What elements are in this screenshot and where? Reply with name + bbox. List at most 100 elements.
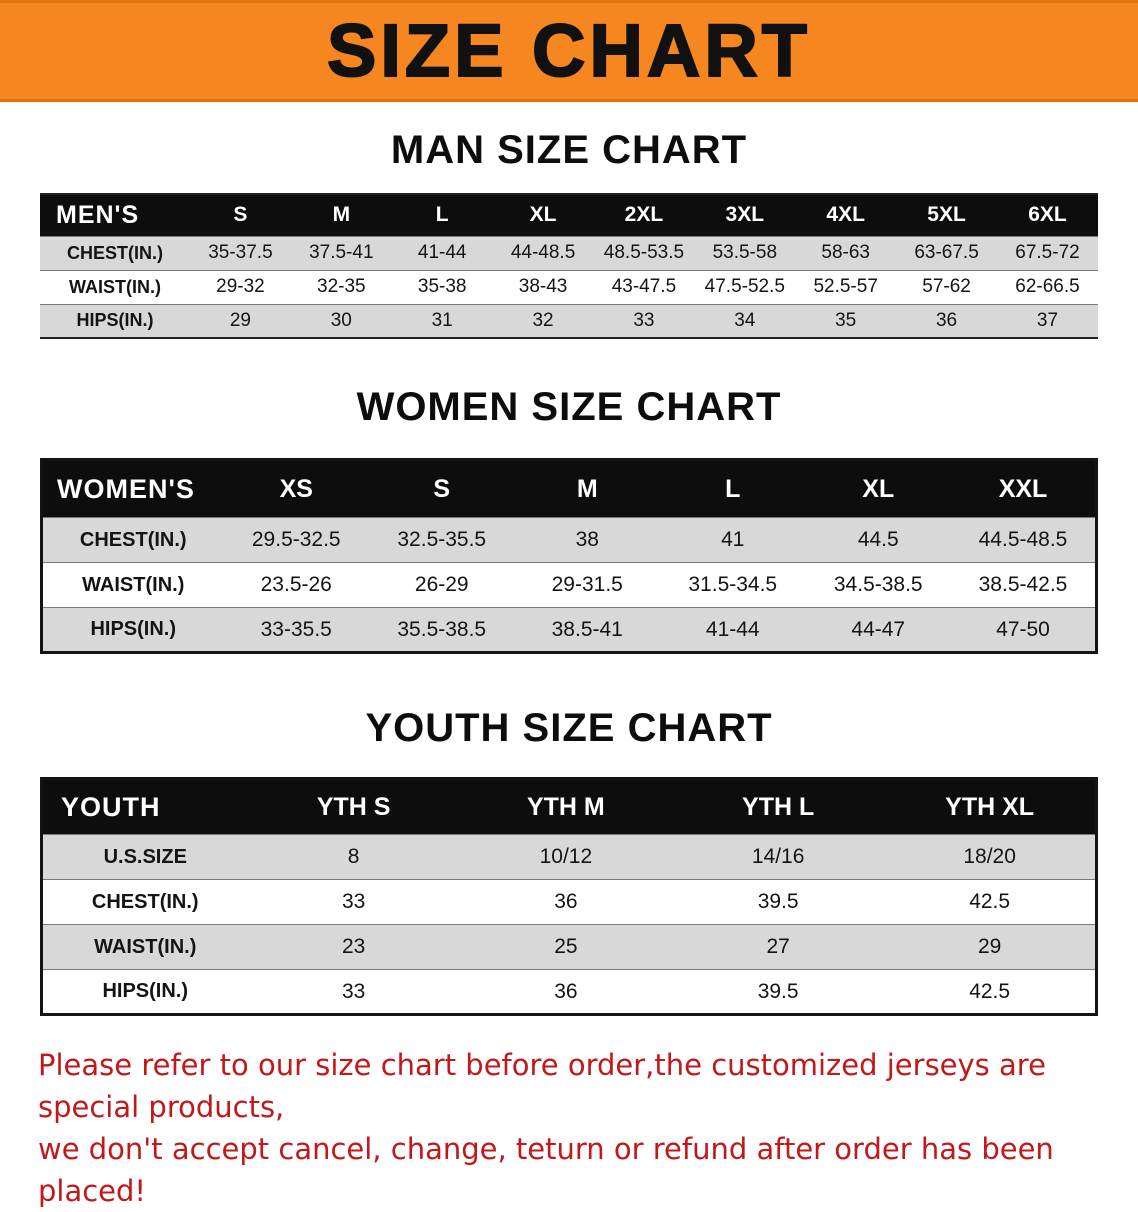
value-cell: 33 xyxy=(341,979,366,1003)
value-cell: 29-32 xyxy=(216,276,265,297)
size-column-header: YTH L xyxy=(672,778,885,835)
banner-title: SIZE CHART xyxy=(326,9,811,92)
table-header-row: YOUTH YTH S YTH M YTH L YTH XL xyxy=(41,778,1097,835)
size-column-header: 2XL xyxy=(593,194,695,236)
value-cell: 8 xyxy=(347,845,360,868)
table-row: WAIST(IN.) 23 25 27 29 xyxy=(41,924,1097,970)
row-label-cell: WAIST(IN.) xyxy=(94,935,197,958)
value-cell: 63-67.5 xyxy=(914,242,979,263)
value-cell: 42.5 xyxy=(969,890,1011,913)
value-cell: 32.5-35.5 xyxy=(397,528,487,551)
size-column-header: 6XL xyxy=(997,194,1098,236)
value-cell: 37 xyxy=(1036,309,1059,331)
size-column-header: 3XL xyxy=(694,194,796,236)
table-row: CHEST(IN.) 29.5-32.5 32.5-35.5 38 41 44.5 44.5… xyxy=(41,517,1097,563)
size-column-header: YTH S xyxy=(247,778,460,835)
size-column-header: XL xyxy=(492,194,594,236)
men-section-heading: MAN SIZE CHART xyxy=(390,128,748,172)
table-title-cell: YOUTH xyxy=(41,778,248,835)
women-section-heading: WOMEN SIZE CHART xyxy=(356,385,782,429)
table-row: HIPS(IN.) 29 30 31 32 33 34 35 36 37 xyxy=(40,304,1098,338)
value-cell: 58-63 xyxy=(821,242,870,263)
value-cell: 29-31.5 xyxy=(551,573,623,596)
value-cell: 42.5 xyxy=(969,979,1011,1003)
value-cell: 31 xyxy=(431,309,453,331)
value-cell: 67.5-72 xyxy=(1015,242,1080,263)
value-cell: 57-62 xyxy=(922,276,971,297)
value-cell: 36 xyxy=(935,309,958,331)
value-cell: 44-48.5 xyxy=(510,242,576,263)
size-column-header: M xyxy=(290,194,392,236)
table-row: WAIST(IN.) 29-32 32-35 35-38 38-43 43-47.5 47.… xyxy=(40,270,1098,304)
row-label-cell: HIPS(IN.) xyxy=(76,310,154,331)
value-cell: 23.5-26 xyxy=(260,573,332,596)
size-column-header: S xyxy=(190,194,291,236)
value-cell: 47.5-52.5 xyxy=(704,276,785,297)
size-column-header: 4XL xyxy=(795,194,897,236)
notice-line-2: we don't accept cancel, change, teturn o… xyxy=(38,1132,1054,1209)
size-column-header: XS xyxy=(223,459,369,518)
value-cell: 32-35 xyxy=(317,276,366,297)
value-cell: 39.5 xyxy=(757,979,799,1003)
value-cell: 27 xyxy=(766,935,790,958)
value-cell: 38 xyxy=(575,528,599,551)
size-column-header: XXL xyxy=(951,459,1097,518)
value-cell: 41 xyxy=(721,528,745,551)
row-label-cell: CHEST(IN.) xyxy=(67,242,163,263)
row-label-cell: U.S.SIZE xyxy=(103,845,187,868)
value-cell: 41-44 xyxy=(417,242,467,263)
value-cell: 29 xyxy=(977,935,1002,958)
row-label-cell: WAIST(IN.) xyxy=(69,276,161,297)
size-column-header: XL xyxy=(805,459,951,518)
value-cell: 44.5 xyxy=(857,528,899,551)
value-cell: 44-47 xyxy=(851,617,906,641)
table-row: CHEST(IN.) 35-37.5 37.5-41 41-44 44-48.5 48.5… xyxy=(40,236,1098,270)
size-column-header: YTH M xyxy=(459,778,672,835)
table-header-row: MEN'S S M L XL 2XL 3XL 4XL 5XL 6XL xyxy=(40,194,1098,236)
value-cell: 26-29 xyxy=(414,573,469,596)
value-cell: 35-38 xyxy=(417,276,467,297)
table-header-row: WOMEN'S XS S M L XL XXL xyxy=(41,459,1097,518)
value-cell: 47-50 xyxy=(996,617,1050,641)
row-label-cell: CHEST(IN.) xyxy=(91,890,199,913)
value-cell: 38.5-42.5 xyxy=(978,573,1068,596)
row-label-cell: HIPS(IN.) xyxy=(90,618,177,640)
value-cell: 32 xyxy=(532,309,554,331)
size-column-header: L xyxy=(660,459,806,518)
value-cell: 39.5 xyxy=(757,890,799,913)
value-cell: 35.5-38.5 xyxy=(397,617,487,641)
value-cell: 36 xyxy=(554,979,578,1003)
value-cell: 41-44 xyxy=(705,617,760,641)
value-cell: 33-35.5 xyxy=(260,617,332,641)
value-cell: 34.5-38.5 xyxy=(833,573,923,596)
youth-size-table: YOUTH YTH S YTH M YTH L YTH XL U.S.SIZE 8 10/12… xyxy=(40,777,1098,1016)
value-cell: 36 xyxy=(554,890,578,913)
size-column-header: YTH XL xyxy=(884,778,1097,835)
value-cell: 37.5-41 xyxy=(309,242,374,263)
row-label-cell: CHEST(IN.) xyxy=(79,528,187,551)
table-row: U.S.SIZE 8 10/12 14/16 18/20 xyxy=(41,834,1097,880)
size-column-header: L xyxy=(391,194,493,236)
value-cell: 31.5-34.5 xyxy=(688,573,778,596)
size-column-header: S xyxy=(369,459,515,518)
value-cell: 48.5-53.5 xyxy=(603,242,685,263)
size-column-header: M xyxy=(514,459,660,518)
value-cell: 25 xyxy=(554,935,578,958)
women-size-table: WOMEN'S XS S M L XL XXL CHEST(IN.) 29.5-32.5 32.5… xyxy=(40,458,1098,654)
value-cell: 53.5-58 xyxy=(712,242,778,263)
men-size-table: MEN'S S M L XL 2XL 3XL 4XL 5XL 6XL CHEST(IN.) 35-37… xyxy=(40,193,1098,339)
table-row: WAIST(IN.) 23.5-26 26-29 29-31.5 31.5-34.5 34… xyxy=(41,562,1097,608)
size-column-header: 5XL xyxy=(896,194,997,236)
value-cell: 30 xyxy=(330,309,352,331)
value-cell: 52.5-57 xyxy=(813,276,878,297)
order-notice: Please refer to our size chart before or… xyxy=(0,1016,1138,1212)
table-title-cell: WOMEN'S xyxy=(41,459,224,518)
value-cell: 38-43 xyxy=(518,276,568,297)
value-cell: 38.5-41 xyxy=(551,617,623,641)
table-row: HIPS(IN.) 33 36 39.5 42.5 xyxy=(41,969,1097,1015)
value-cell: 10/12 xyxy=(539,845,593,868)
youth-section-heading: YOUTH SIZE CHART xyxy=(365,706,773,750)
notice-line-1: Please refer to our size chart before or… xyxy=(38,1048,1046,1125)
value-cell: 18/20 xyxy=(963,845,1016,868)
